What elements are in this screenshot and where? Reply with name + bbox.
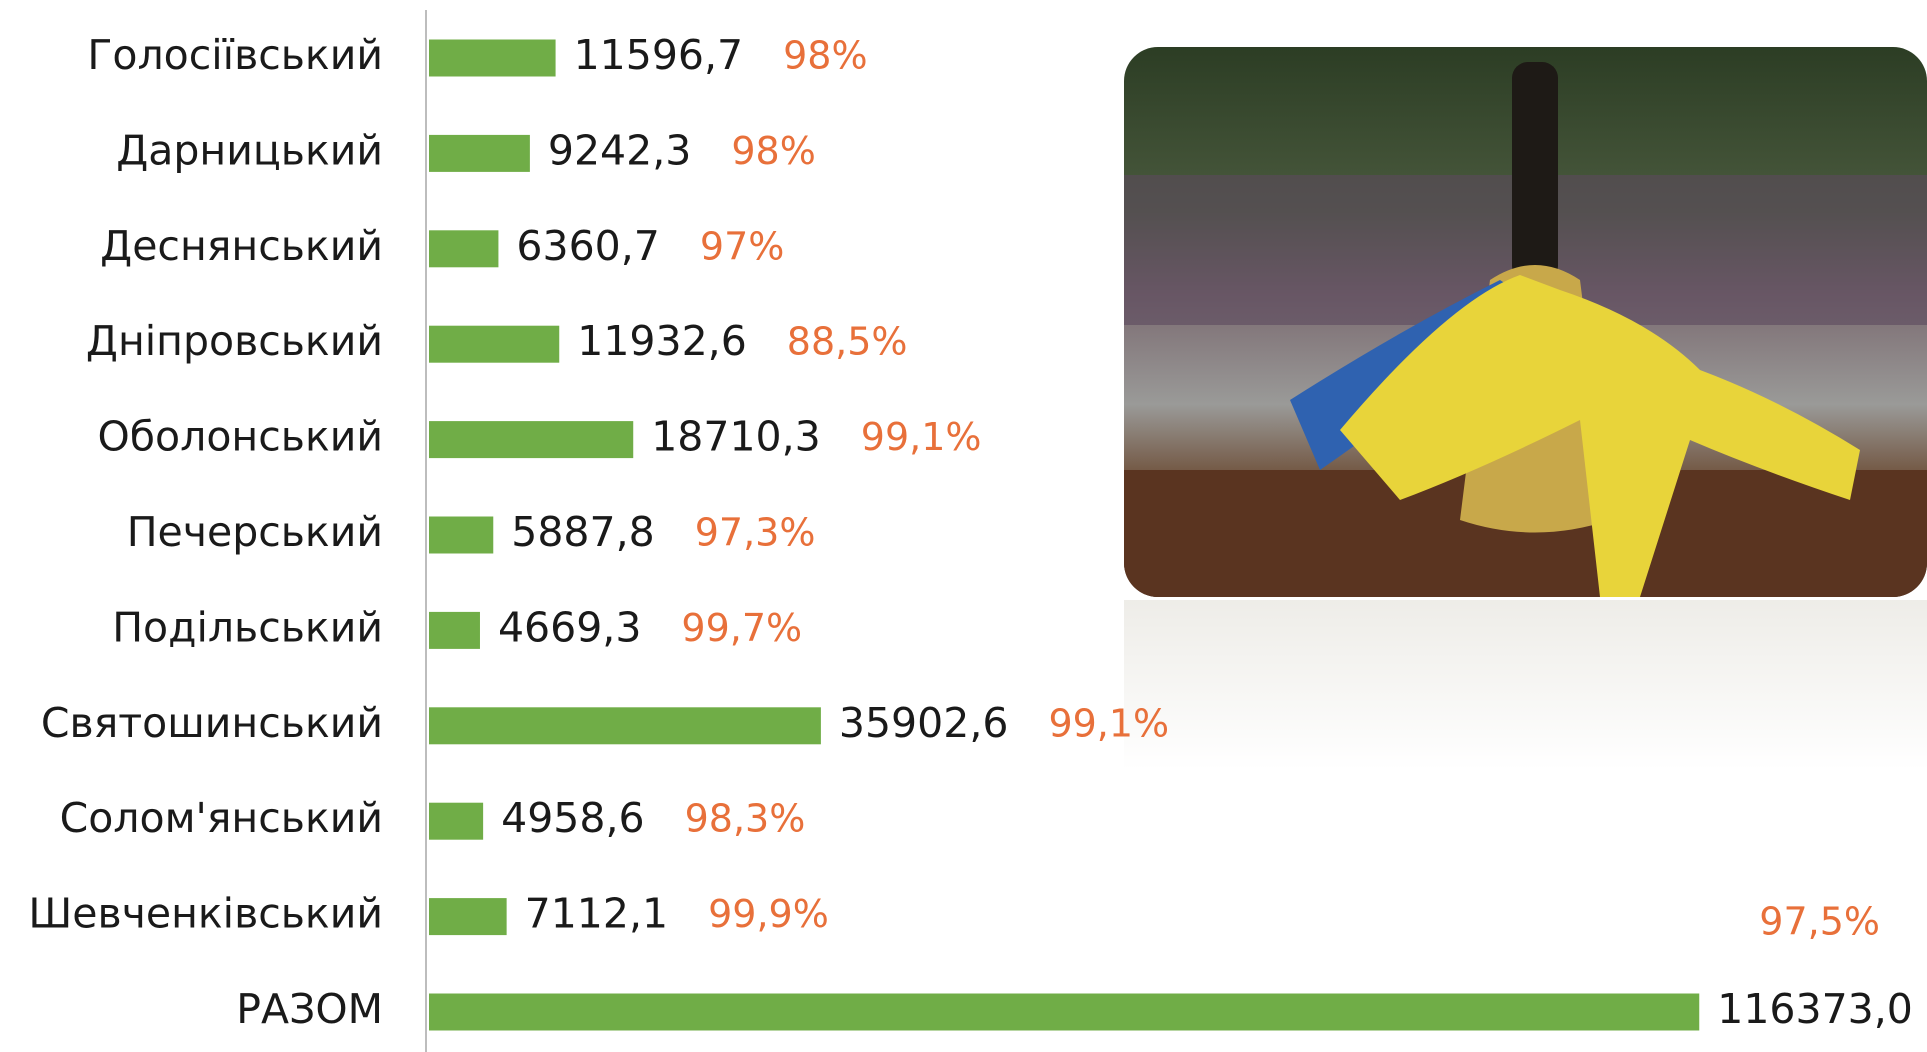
category-label: Дніпровський [86, 317, 383, 365]
annotation: 98,3% [685, 797, 806, 841]
annotation: 99,1% [861, 415, 982, 459]
value-label: 7112,1 [525, 890, 668, 938]
photo [1124, 47, 1927, 597]
annotation: 97% [700, 224, 784, 268]
category-label: Дарницький [116, 126, 383, 174]
bar [429, 326, 559, 363]
bar [429, 517, 493, 554]
annotation: 97,5% [1759, 900, 1880, 944]
category-label: Святошинський [41, 699, 383, 747]
category-label: Голосіївський [87, 31, 383, 79]
annotation: 98% [731, 129, 815, 173]
annotation: 99,9% [708, 892, 829, 936]
category-label: Деснянський [100, 222, 383, 270]
value-label: 11932,6 [577, 317, 747, 365]
category-label: Солом'янський [60, 794, 383, 842]
chart: Голосіївський 11596,7 98% Дарницький 9242,3 9… [0, 0, 1927, 1052]
photo-reflection [1124, 600, 1927, 770]
bar [429, 803, 483, 840]
value-label: 6360,7 [516, 222, 659, 270]
bar [429, 40, 556, 77]
annotation: 99,7% [681, 606, 802, 650]
category-label: Шевченківський [28, 890, 383, 938]
value-label: 18710,3 [651, 413, 821, 461]
bar [429, 421, 633, 458]
bar [429, 707, 821, 744]
annotation: 97,3% [695, 511, 816, 555]
value-label: 116373,0 [1717, 985, 1913, 1033]
value-label: 4958,6 [501, 794, 644, 842]
bar [429, 230, 498, 267]
annotation: 98% [783, 34, 867, 78]
page: Голосіївський 11596,7 98% Дарницький 9242,3 9… [0, 0, 1927, 1052]
annotation: 99,1% [1048, 701, 1169, 745]
bar [429, 135, 530, 172]
category-label: РАЗОМ [236, 985, 383, 1033]
category-label: Оболонський [98, 413, 384, 461]
category-label: Печерський [127, 508, 383, 556]
annotation: 88,5% [787, 320, 908, 364]
value-label: 11596,7 [574, 31, 744, 79]
bar [429, 994, 1699, 1031]
category-label: Подільський [112, 603, 383, 651]
value-label: 9242,3 [548, 126, 691, 174]
bar [429, 898, 507, 935]
value-label: 5887,8 [511, 508, 654, 556]
value-label: 4669,3 [498, 603, 641, 651]
value-label: 35902,6 [839, 699, 1009, 747]
bar [429, 612, 480, 649]
